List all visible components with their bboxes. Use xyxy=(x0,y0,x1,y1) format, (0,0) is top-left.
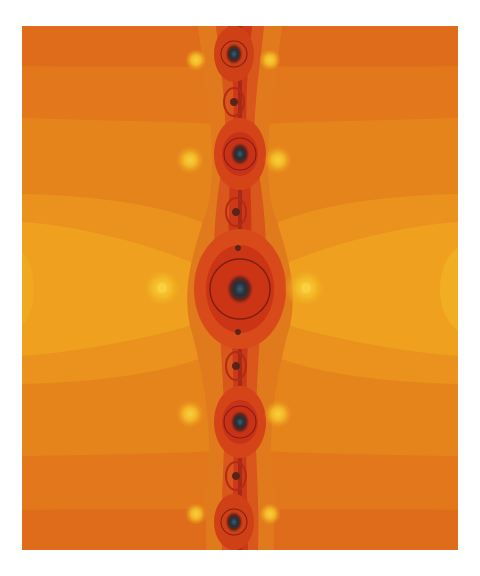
node-halos xyxy=(223,87,247,491)
bulb-large xyxy=(194,229,286,349)
fractal-layers xyxy=(22,26,458,550)
bulb-top xyxy=(214,26,254,82)
bulb-bottom xyxy=(214,494,254,550)
edge-glow-right xyxy=(440,247,458,331)
small-nodes xyxy=(230,98,241,480)
edge-glow-left xyxy=(22,252,34,326)
fractal-image xyxy=(22,26,458,550)
glow-spots xyxy=(140,49,328,525)
bulb-upper xyxy=(214,118,266,190)
bulb-lower xyxy=(214,386,266,458)
